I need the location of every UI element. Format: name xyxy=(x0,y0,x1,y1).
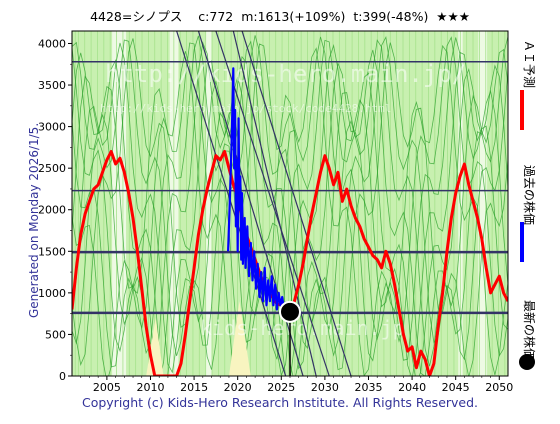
y-tick-label: 3000 xyxy=(38,121,66,134)
x-tick-label: 2030 xyxy=(311,381,339,394)
generated-date-label: Generated on Monday 2026/1/5. xyxy=(27,122,41,318)
legend-label: ＡＩ予測 xyxy=(522,40,536,89)
y-tick-label: 500 xyxy=(45,328,66,341)
x-tick-label: 2025 xyxy=(267,381,295,394)
envelope-line xyxy=(72,44,508,376)
trend-line xyxy=(176,31,287,376)
title-max: m:1613(+109%) xyxy=(241,9,346,24)
chart-title: 4428=シノプス c:772 m:1613(+109%) t:399(-48%… xyxy=(0,6,560,25)
envelope-line xyxy=(72,36,508,374)
watermark-text: http://kids-hero.main.jp/ xyxy=(105,60,466,88)
trend-line xyxy=(232,31,317,376)
title-code: 4428=シノプス xyxy=(90,9,183,24)
y-tick-label: 1500 xyxy=(38,245,66,258)
yellow-area xyxy=(228,301,251,376)
trend-line xyxy=(215,31,330,376)
light-band xyxy=(205,31,212,376)
y-tick-label: 2000 xyxy=(38,204,66,217)
x-tick-label: 2050 xyxy=(485,381,513,394)
x-tick-label: 2015 xyxy=(180,381,208,394)
envelope-line xyxy=(72,35,508,361)
title-current: c:772 xyxy=(198,9,234,24)
envelope-line xyxy=(72,52,508,376)
x-tick-label: 2035 xyxy=(354,381,382,394)
forecast-series-line xyxy=(72,150,508,376)
axis-layer: 0 500 1000 1500 2000 2500 3000 3500 4000 2005 2010… xyxy=(38,30,535,394)
legend-swatch xyxy=(520,90,524,130)
y-tick-label: 3500 xyxy=(38,79,66,92)
x-tick-label: 2020 xyxy=(224,381,252,394)
watermark-text: http://kids-hero.main.jp/stock/code4428.… xyxy=(100,102,391,115)
watermark-layer: http://kids-hero.main.jp/http://kids-her… xyxy=(100,60,466,340)
y-tick-label: 2500 xyxy=(38,162,66,175)
light-band xyxy=(478,31,488,376)
envelope-line xyxy=(72,38,508,376)
series-layer xyxy=(72,67,508,376)
legend-label: 過去の株価 xyxy=(522,165,536,226)
legend-swatch xyxy=(520,222,524,262)
legend-swatch xyxy=(519,354,535,370)
trend-line xyxy=(241,31,352,376)
x-tick-label: 2045 xyxy=(442,381,470,394)
x-tick-label: 2005 xyxy=(93,381,121,394)
history-series-line xyxy=(227,67,290,313)
copyright-footer: Copyright (c) Kids-Hero Research Institu… xyxy=(81,395,479,410)
latest-price-marker xyxy=(279,300,301,323)
y-tick-label: 4000 xyxy=(38,37,66,50)
y-tick-label: 0 xyxy=(59,370,66,383)
title-target: t:399(-48%) xyxy=(353,9,429,24)
y-tick-label: 1000 xyxy=(38,287,66,300)
x-tick-label: 2010 xyxy=(136,381,164,394)
title-rating: ★★★ xyxy=(436,9,470,24)
x-tick-label: 2040 xyxy=(398,381,426,394)
legend-label: 最新の株価 xyxy=(522,300,536,361)
